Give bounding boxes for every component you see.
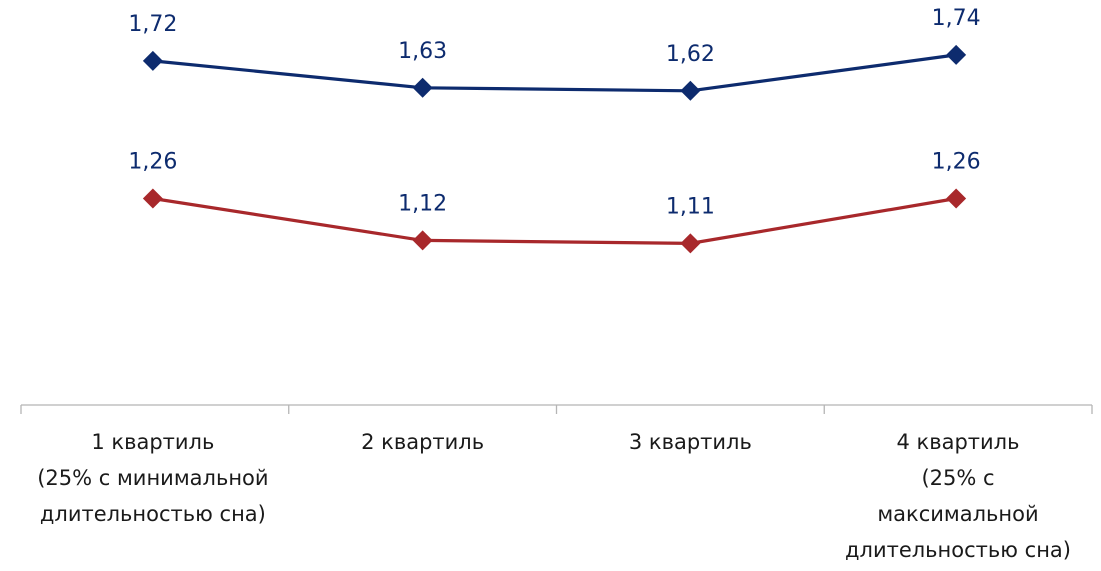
x-tick-label: 2 квартиль	[289, 424, 557, 460]
data-point-marker	[142, 50, 163, 71]
series-line	[152, 196, 957, 245]
data-label: 1,12	[398, 191, 447, 216]
series-1: 1,72 1,63 1,62 1,74	[128, 6, 981, 101]
x-axis	[20, 404, 1093, 414]
data-point-marker	[142, 188, 163, 209]
data-point-marker	[412, 77, 433, 98]
data-point-marker	[412, 230, 433, 251]
x-tick-label-line: максимальной	[877, 502, 1039, 526]
data-label: 1,11	[666, 194, 715, 219]
data-label: 1,72	[128, 12, 177, 37]
x-tick-label-line: 2 квартиль	[361, 430, 485, 454]
x-tick-label-line: длительностью сна)	[845, 538, 1071, 562]
data-point-marker	[680, 80, 701, 101]
data-point-marker	[680, 233, 701, 254]
data-point-marker	[946, 188, 967, 209]
x-tick-label-line: длительностью сна)	[39, 502, 266, 526]
series-2: 1,26 1,12 1,11 1,26	[128, 150, 981, 254]
data-point-marker	[946, 44, 967, 65]
series-line	[152, 53, 957, 93]
data-label: 1,26	[932, 150, 981, 175]
data-label: 1,63	[398, 39, 447, 64]
x-tick-label-line: 1 квартиль	[91, 430, 215, 454]
data-label: 1,26	[128, 150, 177, 175]
series-group: 1,72 1,63 1,62 1,74 1,26 1,12 1,11 1,26	[128, 6, 981, 254]
x-tick-label-line: 3 квартиль	[628, 430, 752, 454]
x-tick-label-line: (25% с	[921, 466, 995, 490]
x-tick-label: 1 квартиль (25% с минимальной длительность…	[19, 424, 287, 532]
data-label: 1,62	[666, 42, 715, 67]
x-tick-label: 3 квартиль	[556, 424, 824, 460]
x-tick-label-line: 4 квартиль	[896, 430, 1020, 454]
x-tick-label: 4 квартиль (25% с максимальной длительность…	[824, 424, 1092, 568]
x-tick-label-line: (25% с минимальной	[37, 466, 269, 490]
data-label: 1,74	[932, 6, 981, 31]
